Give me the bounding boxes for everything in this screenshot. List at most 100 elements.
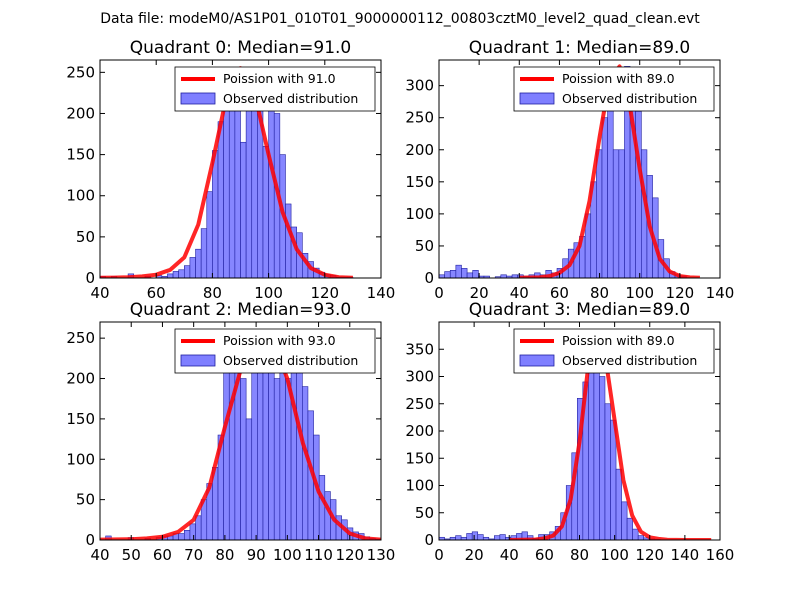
x-tick-label: 140 bbox=[367, 284, 396, 302]
histogram-bar bbox=[604, 403, 611, 540]
legend-bar-label: Observed distribution bbox=[562, 91, 697, 106]
histogram-bar bbox=[318, 475, 326, 540]
histogram-bar bbox=[285, 378, 292, 540]
legend: Poission with 91.0 Observed distribution bbox=[174, 66, 376, 112]
y-tick-label: 300 bbox=[405, 77, 434, 95]
y-tick-label: 0 bbox=[85, 531, 95, 549]
x-tick-label: 100 bbox=[625, 284, 654, 302]
x-tick-label: 120 bbox=[335, 546, 364, 564]
histogram-bar bbox=[499, 534, 506, 540]
histogram-bar bbox=[184, 265, 191, 278]
histogram-bar bbox=[615, 468, 622, 540]
y-tick-label: 100 bbox=[66, 450, 95, 468]
histogram-bar bbox=[596, 149, 603, 278]
x-tick-label: 60 bbox=[535, 546, 554, 564]
x-tick-label: 140 bbox=[671, 546, 700, 564]
x-tick-label: 80 bbox=[215, 546, 234, 564]
histogram-bar bbox=[172, 271, 179, 278]
histogram-bar bbox=[599, 376, 606, 540]
histogram-bar bbox=[601, 117, 608, 278]
x-tick-label: 60 bbox=[550, 284, 569, 302]
x-tick-label: 100 bbox=[600, 546, 629, 564]
x-tick-label: 40 bbox=[510, 284, 529, 302]
histogram-bar bbox=[461, 268, 468, 278]
histogram-bar bbox=[455, 264, 462, 278]
legend: Poission with 89.0 Observed distribution bbox=[513, 66, 715, 112]
x-tick-label: 50 bbox=[122, 546, 141, 564]
y-tick-label: 0 bbox=[424, 531, 434, 549]
y-tick-label: 150 bbox=[66, 146, 95, 164]
histogram-bar bbox=[471, 531, 479, 540]
y-tick-label: 50 bbox=[76, 491, 95, 509]
legend-bar-swatch bbox=[519, 354, 555, 367]
x-tick-label: 60 bbox=[153, 546, 172, 564]
histogram-bar bbox=[257, 345, 264, 540]
histogram-bar bbox=[637, 535, 644, 540]
chart-title: Quadrant 0: Median=91.0 bbox=[130, 38, 352, 58]
histogram-bar bbox=[178, 269, 185, 278]
legend-bar-label: Observed distribution bbox=[562, 353, 697, 368]
x-tick-label: 20 bbox=[465, 546, 484, 564]
legend-line-label: Poission with 91.0 bbox=[223, 71, 336, 86]
x-tick-label: 40 bbox=[500, 546, 519, 564]
histogram-bar bbox=[618, 149, 625, 278]
x-tick-label: 160 bbox=[706, 546, 735, 564]
histogram-bar bbox=[449, 270, 457, 278]
y-tick-label: 50 bbox=[415, 504, 434, 522]
histogram-bar bbox=[223, 370, 230, 540]
legend-bar-label: Observed distribution bbox=[223, 91, 358, 106]
y-tick-label: 150 bbox=[405, 449, 434, 467]
y-tick-label: 100 bbox=[66, 187, 95, 205]
chart-title: Quadrant 2: Median=93.0 bbox=[130, 300, 352, 320]
histogram-bar bbox=[184, 530, 191, 540]
y-tick-label: 50 bbox=[76, 228, 95, 246]
x-tick-label: 110 bbox=[304, 546, 333, 564]
histogram-bar bbox=[612, 149, 620, 278]
histogram-bar bbox=[302, 386, 309, 540]
legend-bar-swatch bbox=[180, 354, 216, 367]
histogram-bar bbox=[212, 150, 219, 278]
x-tick-label: 0 bbox=[434, 284, 444, 302]
histogram-bar bbox=[477, 534, 484, 540]
x-tick-label: 60 bbox=[147, 284, 166, 302]
histogram-bar bbox=[472, 270, 479, 278]
histogram-bar bbox=[189, 257, 196, 278]
axes-frame bbox=[438, 59, 721, 279]
x-tick-label: 120 bbox=[666, 284, 695, 302]
y-tick-label: 250 bbox=[405, 109, 434, 127]
y-tick-label: 200 bbox=[405, 141, 434, 159]
legend-bar-label: Observed distribution bbox=[223, 353, 358, 368]
x-tick-label: 100 bbox=[254, 284, 283, 302]
x-tick-label: 40 bbox=[90, 284, 109, 302]
y-tick-label: 200 bbox=[66, 104, 95, 122]
y-tick-label: 100 bbox=[405, 205, 434, 223]
histogram-bar bbox=[626, 517, 633, 540]
axes-frame bbox=[99, 321, 382, 541]
x-tick-label: 20 bbox=[470, 284, 489, 302]
histogram-bar bbox=[217, 121, 224, 278]
x-tick-label: 120 bbox=[310, 284, 339, 302]
quadrant-0-chart: Quadrant 0: Median=91.0 40 60 80 100 120 140 0 5… bbox=[66, 38, 395, 302]
x-tick-label: 80 bbox=[570, 546, 589, 564]
legend: Poission with 93.0 Observed distribution bbox=[174, 328, 376, 374]
histogram-bar bbox=[466, 533, 473, 540]
histogram-bar bbox=[245, 418, 253, 540]
quadrant-2-chart: Quadrant 2: Median=93.040 50 60 70 80 90 100 11… bbox=[66, 300, 395, 564]
y-tick-label: 50 bbox=[415, 237, 434, 255]
histogram-bar bbox=[610, 419, 617, 540]
chart-title: Quadrant 3: Median=89.0 bbox=[469, 300, 691, 320]
histogram-bar bbox=[632, 528, 639, 540]
x-tick-label: 80 bbox=[203, 284, 222, 302]
histogram-bar bbox=[262, 146, 269, 278]
histogram-bar bbox=[178, 533, 185, 540]
quadrant-3-chart: Quadrant 3: Median=89.0 0 20 40 60 80 100 120 14… bbox=[405, 300, 734, 564]
axes-frame bbox=[99, 59, 382, 279]
histogram-bar bbox=[189, 523, 196, 540]
legend-bar-swatch bbox=[180, 92, 216, 105]
x-tick-label: 80 bbox=[590, 284, 609, 302]
y-tick-label: 150 bbox=[66, 410, 95, 428]
histogram-bar bbox=[167, 273, 174, 278]
histogram-bar bbox=[195, 515, 202, 540]
x-tick-label: 40 bbox=[90, 546, 109, 564]
